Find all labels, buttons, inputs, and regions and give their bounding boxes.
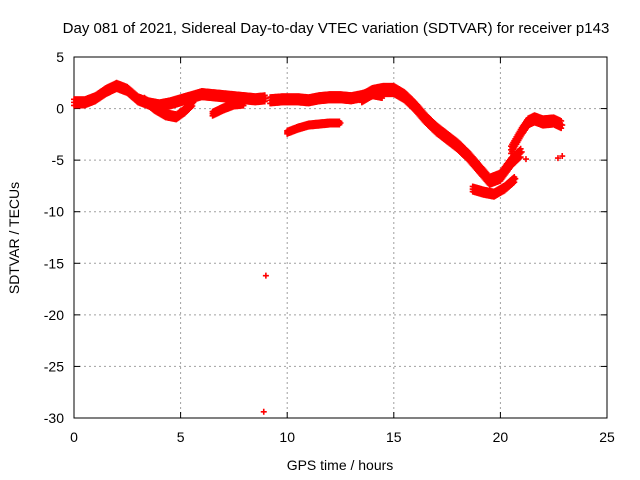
data-point <box>522 156 529 163</box>
x-tick-label: 10 <box>279 429 295 445</box>
data-point <box>262 95 269 102</box>
x-tick-label: 5 <box>177 429 185 445</box>
plot-frame <box>73 56 608 419</box>
data-point <box>511 176 518 183</box>
data-point <box>512 175 519 182</box>
x-tick-label: 20 <box>493 429 509 445</box>
data-points <box>71 79 566 415</box>
y-tick-label: -20 <box>44 307 64 323</box>
x-axis-label: GPS time / hours <box>287 457 394 473</box>
chart-title: Day 081 of 2021, Sidereal Day-to-day VTE… <box>63 20 610 37</box>
y-tick-label: -10 <box>44 204 64 220</box>
data-point <box>189 100 196 107</box>
data-point <box>518 148 525 155</box>
y-tick-label: 0 <box>56 101 64 117</box>
y-tick-label: -5 <box>52 152 65 168</box>
axis-ticks: 0 5 10 15 20 25 5 0 -5 -10 -15 -20 -25 -30 <box>44 49 615 445</box>
data-point <box>241 100 248 107</box>
grid <box>74 57 607 418</box>
y-tick-label: -25 <box>44 358 64 374</box>
data-point <box>337 120 344 127</box>
data-point <box>190 99 197 106</box>
data-point <box>517 149 524 156</box>
y-tick-label: -30 <box>44 410 64 426</box>
data-point <box>262 272 269 279</box>
y-axis-label: SDTVAR / TECUs <box>6 182 22 294</box>
data-point <box>559 122 566 129</box>
data-point <box>554 155 561 162</box>
y-tick-label: -15 <box>44 255 64 271</box>
x-tick-label: 25 <box>599 429 615 445</box>
x-tick-label: 0 <box>70 429 78 445</box>
data-point <box>559 153 566 160</box>
data-point <box>260 408 267 415</box>
x-tick-label: 15 <box>386 429 402 445</box>
y-tick-label: 5 <box>56 49 64 65</box>
